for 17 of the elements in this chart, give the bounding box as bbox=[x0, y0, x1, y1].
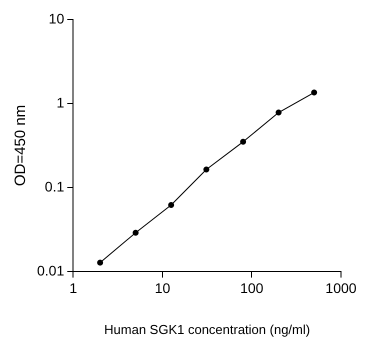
y-tick-label: 0.01 bbox=[37, 262, 64, 278]
point bbox=[276, 110, 282, 116]
point bbox=[240, 138, 246, 145]
y-tick-label: 0.1 bbox=[44, 178, 64, 194]
y-tick-label: 1 bbox=[56, 94, 64, 110]
x-tick-label: 1000 bbox=[325, 280, 357, 296]
y-tick-label: 10 bbox=[48, 10, 64, 26]
x-tick-label: 100 bbox=[240, 280, 264, 296]
point bbox=[311, 90, 318, 96]
point bbox=[132, 230, 139, 236]
x-tick-label: 10 bbox=[154, 280, 170, 296]
point bbox=[203, 166, 210, 172]
point bbox=[97, 260, 104, 266]
point bbox=[168, 202, 174, 208]
y-axis-title: OD=450 nm bbox=[12, 104, 30, 186]
x-tick-label: 1 bbox=[69, 280, 78, 296]
x-axis-title: Human SGK1 concentration (ng/ml) bbox=[104, 322, 310, 337]
